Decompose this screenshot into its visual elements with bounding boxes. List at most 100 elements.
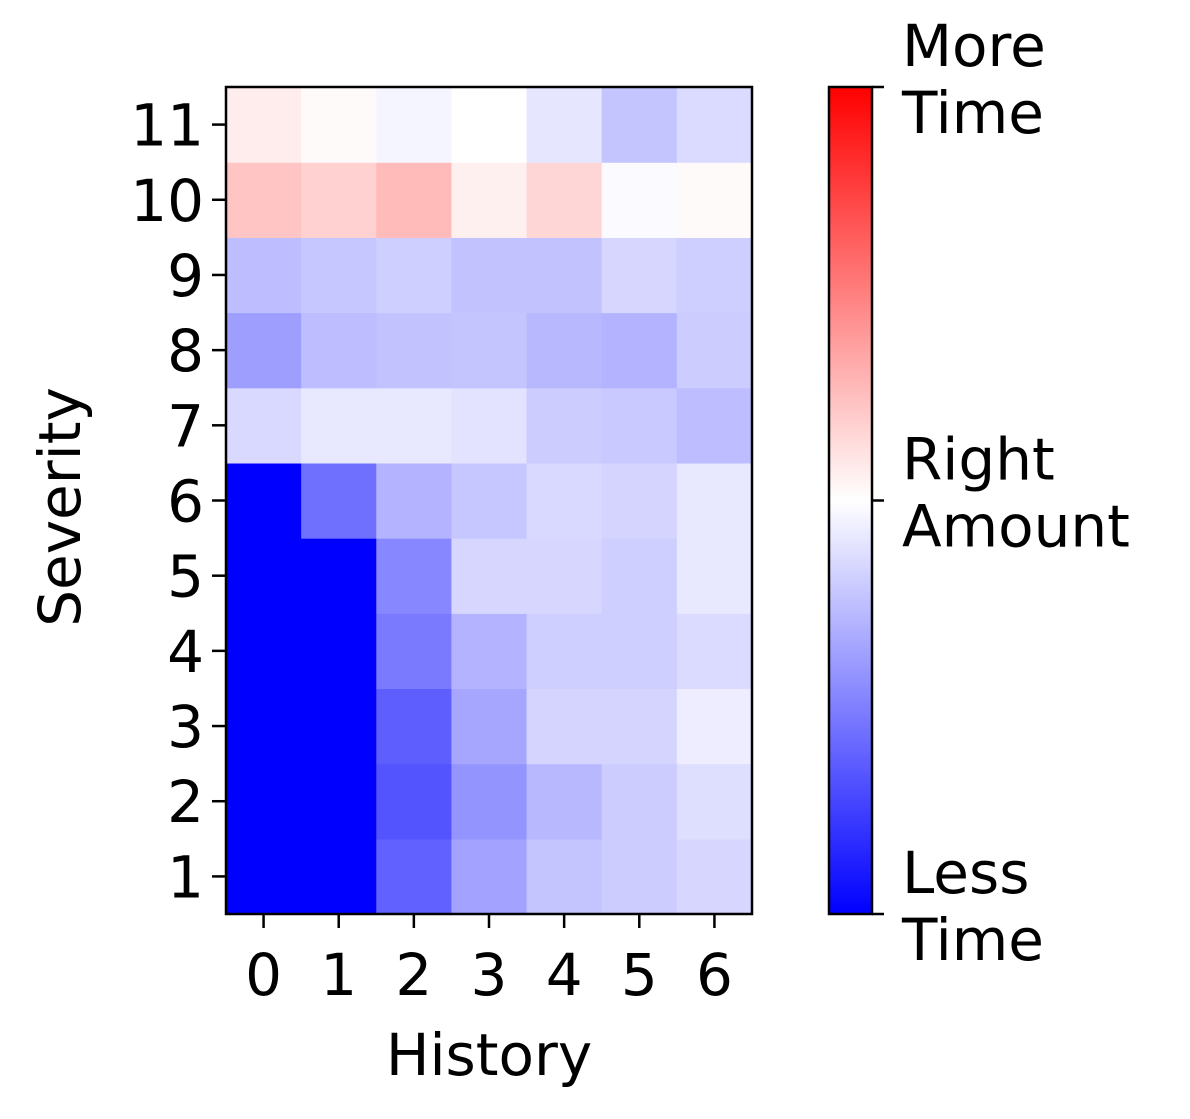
heatmap-cell — [301, 688, 377, 765]
y-tick-label: 8 — [167, 317, 204, 385]
heatmap-cell — [526, 462, 603, 539]
heatmap-cell — [301, 237, 377, 314]
colorbar-tick-label: Right Amount — [902, 426, 1130, 561]
y-tick-label: 6 — [167, 468, 204, 536]
y-tick-label: 1 — [167, 843, 204, 911]
heatmap-cell — [451, 763, 528, 840]
heatmap-cell — [301, 387, 377, 464]
heatmap-cell — [226, 838, 302, 915]
x-axis-label: History — [386, 1021, 592, 1089]
heatmap-cell — [676, 763, 753, 840]
heatmap-cell — [601, 838, 678, 915]
heatmap-cell — [676, 312, 753, 389]
heatmap-cell — [526, 87, 603, 163]
heatmap-cell — [526, 763, 603, 840]
heatmap-cell — [376, 538, 453, 614]
heatmap-cell — [676, 613, 753, 690]
heatmap-cell — [376, 312, 453, 389]
colorbar-tick-label: Less Time — [901, 839, 1044, 974]
heatmap-cell — [301, 538, 377, 614]
heatmap-cell — [676, 688, 753, 765]
heatmap-cell — [226, 763, 302, 840]
x-tick-label: 1 — [320, 941, 357, 1009]
heatmap-cell — [601, 312, 678, 389]
heatmap-cell — [676, 538, 753, 614]
heatmap-cell — [376, 838, 453, 915]
heatmap-cell — [601, 538, 678, 614]
heatmap-cell — [451, 387, 528, 464]
heatmap-cell — [451, 688, 528, 765]
heatmap-cell — [451, 538, 528, 614]
heatmap-cell — [676, 387, 753, 464]
y-tick-label: 2 — [167, 768, 204, 836]
heatmap-cell — [451, 162, 528, 238]
heatmap-cell — [301, 162, 377, 238]
heatmap-cell — [601, 237, 678, 314]
heatmap-cell — [226, 162, 302, 238]
colorbar-gradient — [827, 85, 874, 916]
heatmap-cell — [601, 87, 678, 163]
heatmap-cell — [526, 387, 603, 464]
heatmap-cell — [301, 838, 377, 915]
x-tick-label: 4 — [546, 941, 583, 1009]
heatmap-cell — [601, 613, 678, 690]
heatmap-cell — [226, 613, 302, 690]
heatmap-cell — [451, 613, 528, 690]
heatmap-cell — [601, 462, 678, 539]
heatmap-cell — [451, 237, 528, 314]
heatmap-cell — [301, 763, 377, 840]
heatmap-cell — [526, 538, 603, 614]
heatmap-cell — [526, 838, 603, 915]
heatmap-cell — [676, 162, 753, 238]
heatmap-cell — [376, 613, 453, 690]
x-tick-label: 0 — [245, 941, 282, 1009]
y-tick-label: 5 — [167, 543, 204, 611]
heatmap-cell — [226, 688, 302, 765]
heatmap-cell — [376, 162, 453, 238]
y-tick-label: 4 — [167, 618, 204, 686]
y-tick-label: 10 — [130, 167, 204, 235]
x-tick-label: 2 — [395, 941, 432, 1009]
heatmap-cell — [376, 87, 453, 163]
heatmap-cell — [301, 312, 377, 389]
heatmap-cell — [376, 462, 453, 539]
y-tick-label: 9 — [167, 242, 204, 310]
heatmap-cell — [226, 387, 302, 464]
heatmap-cell — [676, 838, 753, 915]
heatmap-cell — [451, 462, 528, 539]
x-tick-label: 5 — [621, 941, 658, 1009]
colorbar-ticks: Less Time Right Amount More Time — [872, 12, 1130, 974]
y-tick-label: 3 — [167, 693, 204, 761]
heatmap-cell — [526, 688, 603, 765]
heatmap-cell — [301, 613, 377, 690]
y-axis: 1 2 3 4 5 6 7 8 9 10 11 — [130, 92, 226, 911]
heatmap-cell — [226, 87, 302, 163]
heatmap-cell — [226, 312, 302, 389]
heatmap-cell — [376, 237, 453, 314]
heatmap-cell — [376, 688, 453, 765]
heatmap-cell — [301, 462, 377, 539]
heatmap-cell — [601, 763, 678, 840]
heatmap-cell — [601, 688, 678, 765]
heatmap-cell — [451, 312, 528, 389]
heatmap-cells — [226, 87, 753, 915]
heatmap-cell — [676, 87, 753, 163]
y-tick-label: 7 — [167, 392, 204, 460]
heatmap-cell — [676, 462, 753, 539]
y-tick-label: 11 — [130, 92, 204, 160]
heatmap-cell — [226, 462, 302, 539]
x-tick-label: 6 — [696, 941, 733, 1009]
x-tick-label: 3 — [471, 941, 508, 1009]
heatmap-cell — [526, 312, 603, 389]
heatmap-cell — [226, 538, 302, 614]
colorbar-tick-label: More Time — [901, 12, 1046, 147]
heatmap-cell — [301, 87, 377, 163]
heatmap-cell — [226, 237, 302, 314]
heatmap-cell — [451, 838, 528, 915]
heatmap-cell — [526, 237, 603, 314]
heatmap-cell — [526, 162, 603, 238]
heatmap-cell — [601, 387, 678, 464]
heatmap-cell — [376, 387, 453, 464]
